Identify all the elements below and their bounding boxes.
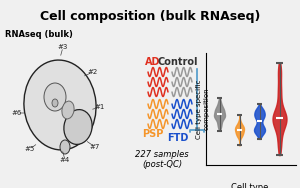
Text: #1: #1 <box>95 104 105 110</box>
Text: Cell type
deconvolution: Cell type deconvolution <box>220 183 279 188</box>
Text: #7: #7 <box>90 144 100 150</box>
Text: Control: Control <box>158 57 198 67</box>
Ellipse shape <box>44 83 66 111</box>
Ellipse shape <box>24 60 96 150</box>
Text: #3: #3 <box>58 44 68 50</box>
Ellipse shape <box>62 101 74 119</box>
Text: PSP: PSP <box>142 129 164 139</box>
Text: #5: #5 <box>25 146 35 152</box>
Text: FTD: FTD <box>167 133 189 143</box>
Text: 227 samples
(post-QC): 227 samples (post-QC) <box>135 150 189 169</box>
Ellipse shape <box>60 140 70 154</box>
Text: AD: AD <box>145 57 161 67</box>
Text: #6: #6 <box>12 110 22 116</box>
Text: Cell composition (bulk RNAseq): Cell composition (bulk RNAseq) <box>40 10 260 23</box>
Text: RNAseq (bulk): RNAseq (bulk) <box>5 30 73 39</box>
Text: #4: #4 <box>60 157 70 163</box>
Y-axis label: Cell type specific
composition: Cell type specific composition <box>196 79 209 139</box>
Text: #2: #2 <box>88 69 98 75</box>
Ellipse shape <box>52 99 58 107</box>
Ellipse shape <box>64 110 92 144</box>
